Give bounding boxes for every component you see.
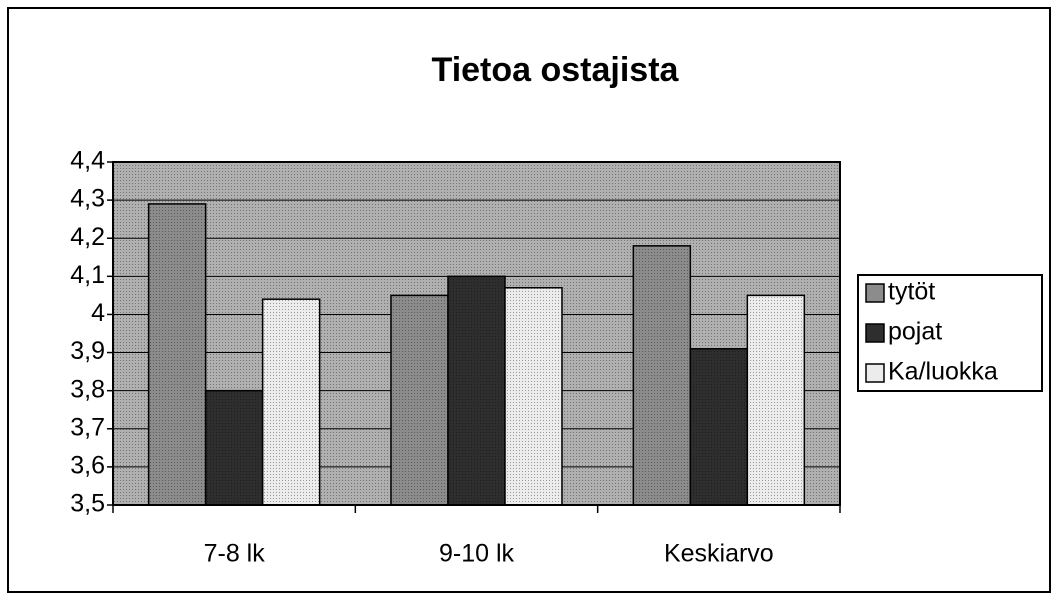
bar [504, 287, 563, 506]
y-tick-label: 4 [91, 299, 105, 327]
bar [204, 389, 264, 506]
bar [147, 203, 207, 506]
legend-label: Ka/luokka [888, 358, 998, 386]
x-tick-label: 9-10 lk [439, 540, 515, 568]
bar [390, 294, 449, 506]
legend-swatch [865, 323, 885, 343]
bar [447, 275, 506, 506]
legend-swatch [865, 283, 885, 303]
legend-label: pojat [888, 318, 942, 346]
y-tick-label: 4,3 [70, 185, 105, 213]
chart-title: Tietoa ostajista [432, 51, 680, 89]
y-tick-label: 3,5 [70, 490, 105, 518]
y-tick-label: 4,2 [70, 223, 105, 251]
y-tick-label: 3,7 [70, 413, 105, 441]
y-tick-label: 4,4 [70, 147, 105, 175]
legend-swatch [865, 363, 885, 383]
bar [261, 298, 321, 506]
bar [632, 245, 692, 506]
bar [746, 294, 806, 506]
y-tick-label: 3,6 [70, 451, 105, 479]
x-tick-label: 7-8 lk [204, 540, 266, 568]
y-tick-label: 3,9 [70, 337, 105, 365]
y-tick-label: 4,1 [70, 261, 105, 289]
y-tick-label: 3,8 [70, 375, 105, 403]
bar [689, 347, 749, 506]
plot-border [112, 161, 841, 506]
legend-label: tytöt [888, 278, 935, 306]
x-tick-label: Keskiarvo [664, 540, 774, 568]
legend-box [857, 274, 1043, 392]
